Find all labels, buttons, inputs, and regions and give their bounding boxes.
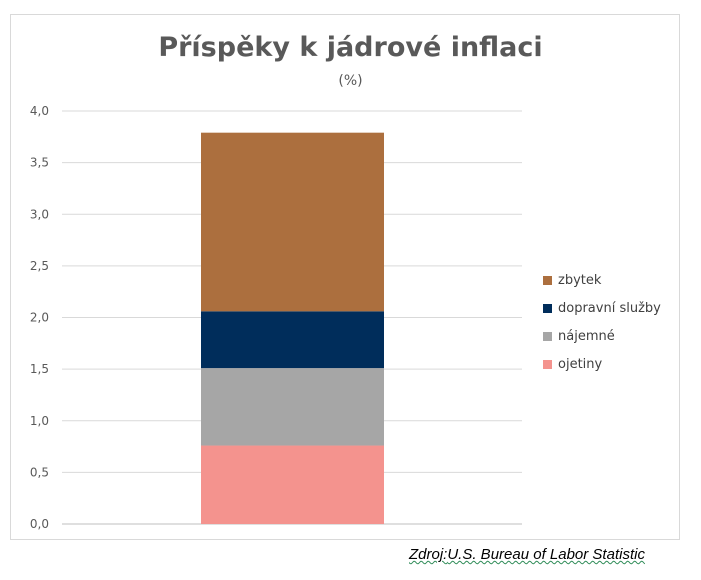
- legend-label: dopravní služby: [558, 300, 661, 316]
- y-tick-label: 3,0: [30, 207, 49, 221]
- source-org: U.S. Bureau of Labor Statistic: [447, 546, 645, 563]
- legend-label: ojetiny: [558, 356, 603, 372]
- legend: zbytek dopravní služby nájemné ojetiny: [543, 266, 661, 378]
- y-tick-label: 0,0: [30, 517, 49, 531]
- source-note: Zdroj:U.S. Bureau of Labor Statistic: [409, 546, 645, 563]
- y-tick-label: 4,0: [30, 104, 49, 118]
- legend-swatch: [543, 331, 552, 341]
- chart-subtitle: (%): [338, 73, 363, 89]
- legend-swatch: [543, 359, 552, 369]
- legend-label: zbytek: [558, 272, 602, 288]
- legend-swatch: [543, 275, 552, 285]
- legend-item: ojetiny: [543, 350, 661, 378]
- bar-segment: [201, 368, 384, 446]
- legend-item: dopravní služby: [543, 294, 661, 322]
- legend-item: nájemné: [543, 322, 661, 350]
- source-prefix: Zdroj:: [409, 546, 448, 563]
- bar-segment: [201, 311, 384, 369]
- y-tick-label: 2,5: [30, 259, 49, 273]
- legend-label: nájemné: [558, 328, 615, 344]
- bar-segment: [201, 132, 384, 312]
- y-tick-label: 1,5: [30, 362, 49, 376]
- legend-swatch: [543, 303, 552, 313]
- chart-title: Příspěky k jádrové inflaci: [158, 32, 543, 63]
- y-tick-label: 1,0: [30, 414, 49, 428]
- y-tick-label: 2,0: [30, 311, 49, 325]
- y-tick-label: 0,5: [30, 465, 49, 479]
- bar-segment: [201, 445, 384, 524]
- legend-item: zbytek: [543, 266, 661, 294]
- y-tick-label: 3,5: [30, 156, 49, 170]
